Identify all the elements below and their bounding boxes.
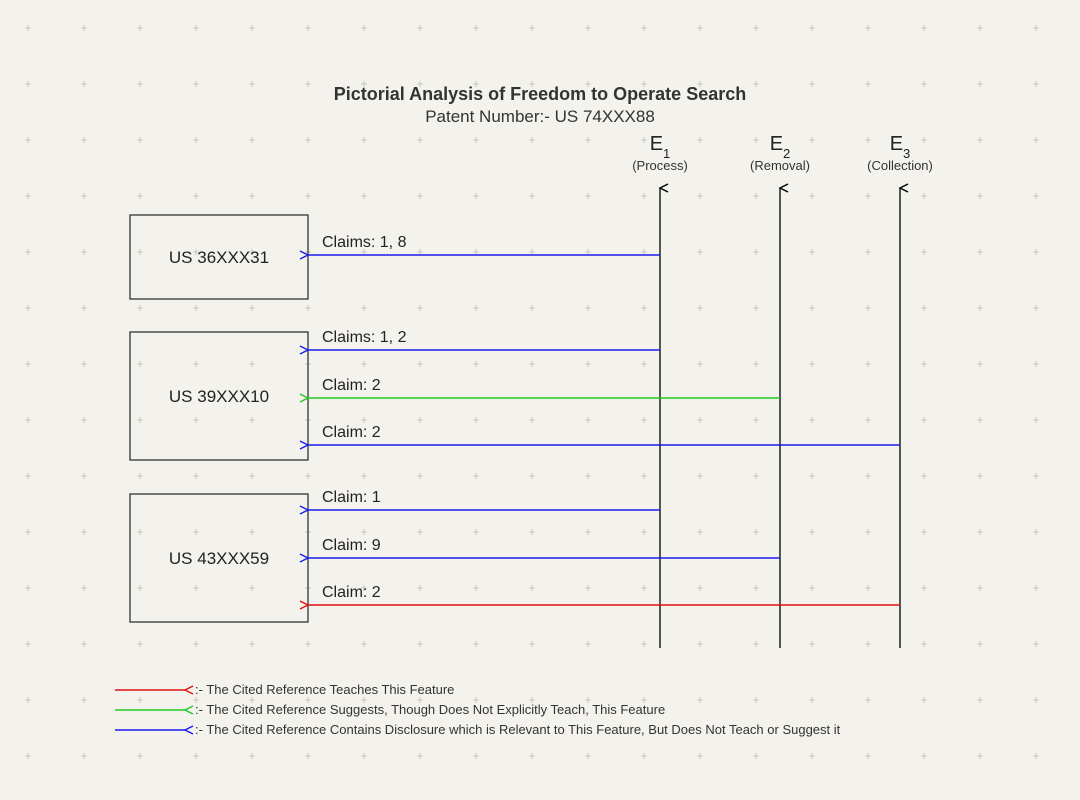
claim-arrow-label-6: Claim: 2 [322,584,381,601]
claim-arrow-label-3: Claim: 2 [322,424,381,441]
patent-box-label-p3: US 43XXX59 [169,549,269,568]
claim-arrow-label-0: Claims: 1, 8 [322,234,407,251]
claim-arrow-label-4: Claim: 1 [322,489,381,506]
legend-text-blue: :- The Cited Reference Contains Disclosu… [195,722,841,737]
claim-arrow-label-2: Claim: 2 [322,377,381,394]
claim-arrow-label-1: Claims: 1, 2 [322,329,407,346]
column-sublabel-e2: (Removal) [750,158,810,173]
claim-arrow-label-5: Claim: 9 [322,537,381,554]
patent-box-label-p2: US 39XXX10 [169,387,269,406]
column-sublabel-e3: (Collection) [867,158,933,173]
diagram-title: Pictorial Analysis of Freedom to Operate… [334,84,746,104]
column-sublabel-e1: (Process) [632,158,688,173]
legend-text-red: :- The Cited Reference Teaches This Feat… [195,682,454,697]
patent-box-label-p1: US 36XXX31 [169,248,269,267]
diagram-subtitle: Patent Number:- US 74XXX88 [425,107,655,126]
legend-text-green: :- The Cited Reference Suggests, Though … [195,702,665,717]
